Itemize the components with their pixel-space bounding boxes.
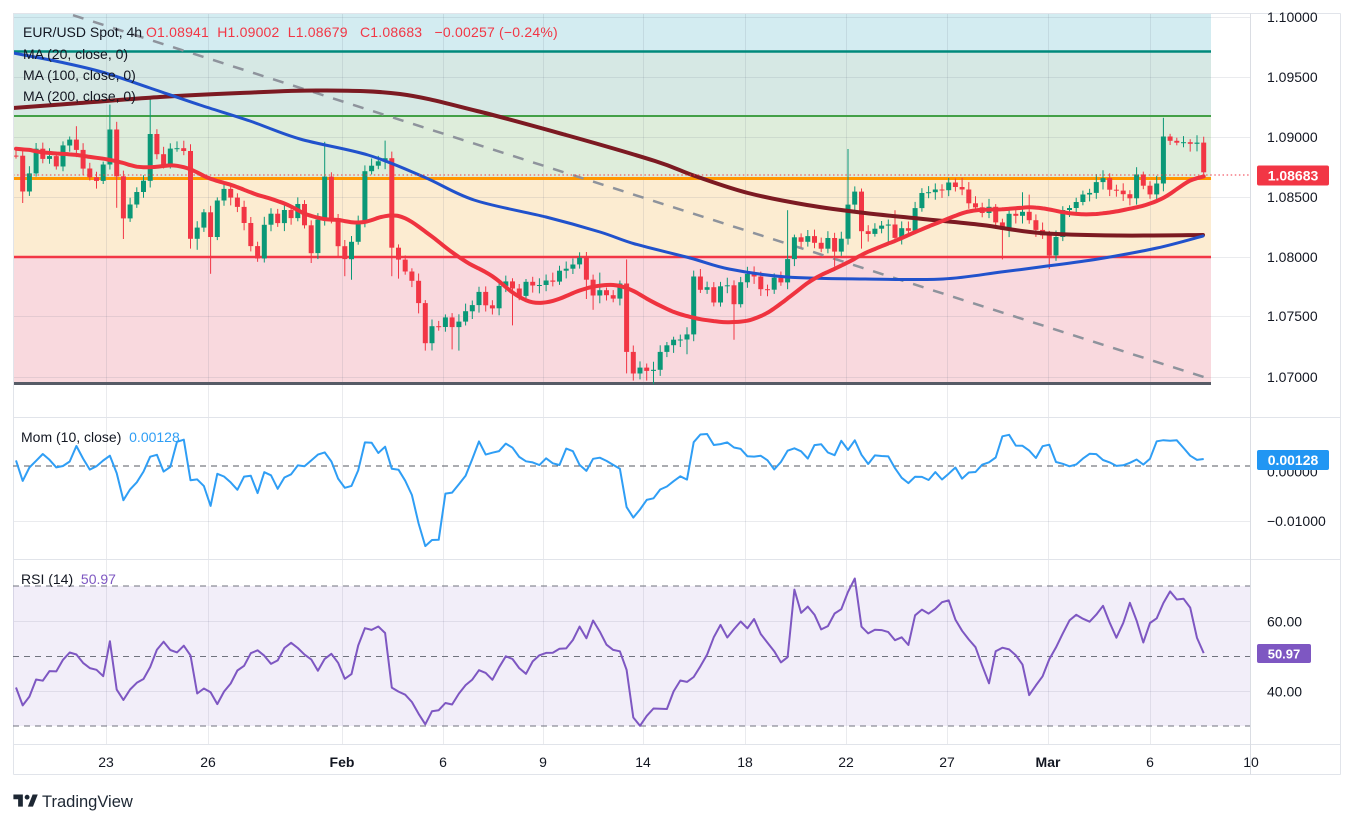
svg-text:−0.01000: −0.01000 bbox=[1267, 513, 1326, 529]
svg-text:1.07000: 1.07000 bbox=[1267, 369, 1318, 385]
svg-text:6: 6 bbox=[1146, 754, 1154, 770]
svg-text:23: 23 bbox=[98, 754, 114, 770]
svg-text:27: 27 bbox=[939, 754, 955, 770]
svg-text:Mar: Mar bbox=[1036, 754, 1061, 770]
svg-text:9: 9 bbox=[539, 754, 547, 770]
svg-text:18: 18 bbox=[737, 754, 753, 770]
svg-text:40.00: 40.00 bbox=[1267, 683, 1302, 699]
svg-text:50.97: 50.97 bbox=[1268, 647, 1301, 662]
svg-text:TradingView: TradingView bbox=[42, 793, 133, 811]
svg-text:EUR/USD Spot, 4h O1.08941 H1.: EUR/USD Spot, 4h O1.08941 H1.09002 L1.08… bbox=[23, 24, 558, 40]
svg-text:14: 14 bbox=[635, 754, 651, 770]
svg-text:RSI (14) 50.97: RSI (14) 50.97 bbox=[21, 571, 116, 587]
svg-text:10: 10 bbox=[1243, 754, 1259, 770]
svg-text:1.09500: 1.09500 bbox=[1267, 69, 1318, 85]
svg-text:60.00: 60.00 bbox=[1267, 614, 1302, 630]
svg-text:6: 6 bbox=[439, 754, 447, 770]
svg-text:1.07500: 1.07500 bbox=[1267, 308, 1318, 324]
svg-text:1.08000: 1.08000 bbox=[1267, 249, 1318, 265]
svg-text:0.00128: 0.00128 bbox=[1268, 452, 1319, 468]
svg-text:22: 22 bbox=[838, 754, 854, 770]
svg-text:MA (200, close, 0): MA (200, close, 0) bbox=[23, 88, 136, 104]
svg-text:1.08500: 1.08500 bbox=[1267, 189, 1318, 205]
svg-text:Feb: Feb bbox=[330, 754, 355, 770]
svg-text:1.09000: 1.09000 bbox=[1267, 129, 1318, 145]
svg-text:Mom (10, close) 0.00128: Mom (10, close) 0.00128 bbox=[21, 429, 180, 445]
svg-text:MA (100, close, 0): MA (100, close, 0) bbox=[23, 67, 136, 83]
svg-text:MA (20, close, 0): MA (20, close, 0) bbox=[23, 46, 128, 62]
svg-text:26: 26 bbox=[200, 754, 216, 770]
svg-text:1.08683: 1.08683 bbox=[1268, 168, 1319, 184]
svg-text:1.10000: 1.10000 bbox=[1267, 9, 1318, 25]
